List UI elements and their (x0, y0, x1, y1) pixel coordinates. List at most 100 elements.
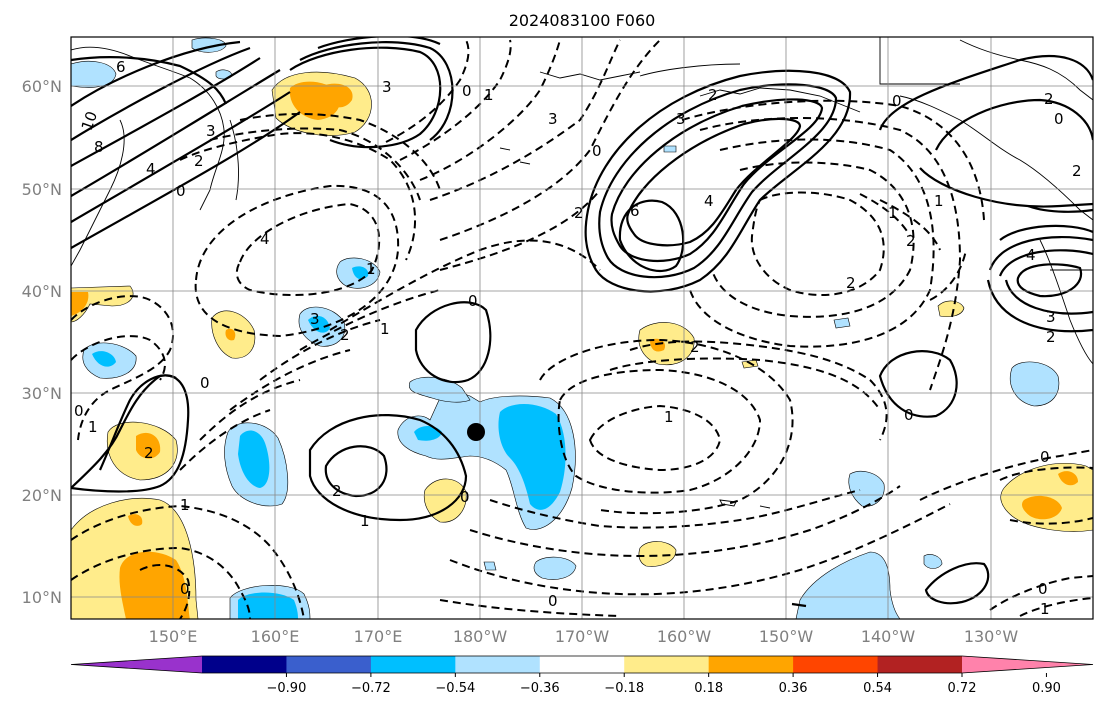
contour-labels: 6 10 8 4 3 0 2 4 3 0 1 3 0 2 6 4 1 2 2 0… (74, 58, 1082, 530)
colorbar-tick-label: −0.90 (267, 681, 307, 696)
colorbar-segment (877, 656, 963, 673)
contour-label: 3 (382, 78, 392, 96)
lat-label: 30°N (22, 384, 62, 403)
contour-label: 4 (704, 192, 714, 210)
contour-label: 0 (74, 402, 84, 420)
storm-center-marker (467, 423, 485, 441)
contour-label: 1 (664, 408, 674, 426)
contour-label: 1 (934, 192, 944, 210)
colorbar-tick-label: 0.90 (1032, 681, 1061, 696)
contour-label: 6 (630, 202, 640, 220)
lon-label: 130°W (964, 627, 1019, 646)
colorbar-tick-label: 0.36 (779, 681, 808, 696)
colorbar-segment (539, 656, 625, 673)
colorbar-outline (70, 655, 1094, 674)
colorbar-tick-label: 0.18 (694, 681, 723, 696)
lon-label: 150°E (149, 627, 198, 646)
lon-label: 150°W (759, 627, 814, 646)
contour-label: 2 (906, 232, 916, 250)
contour-label: 3 (1046, 308, 1056, 326)
lon-label: 160°W (657, 627, 712, 646)
contour-label: 4 (260, 230, 270, 248)
contour-label: 0 (462, 82, 472, 100)
contour-label: 0 (200, 374, 210, 392)
colorbar-segment (202, 656, 287, 673)
contour-label: 2 (574, 204, 584, 222)
contour-label: 0 (548, 592, 558, 610)
contour-label: 2 (144, 444, 154, 462)
contour-label: 1 (366, 260, 376, 278)
contour-label: 0 (468, 292, 478, 310)
colorbar-segment (708, 656, 794, 673)
contour-label: 1 (360, 512, 370, 530)
lat-label: 20°N (22, 486, 62, 505)
map-title: 2024083100 F060 (509, 11, 656, 30)
contour-label: 2 (340, 326, 350, 344)
colorbar-extend-low (71, 656, 202, 673)
contour-label: 3 (548, 110, 558, 128)
latitude-labels: 60°N 50°N 40°N 30°N 20°N 10°N (22, 77, 62, 607)
contour-label: 0 (592, 142, 602, 160)
colorbar-tick-label: −0.36 (520, 681, 560, 696)
contour-label: 0 (904, 406, 914, 424)
contour-label: 0 (460, 488, 470, 506)
contour-label: 6 (116, 58, 126, 76)
contour-label: 2 (332, 482, 342, 500)
strong-positive-anomaly-shading (71, 81, 1078, 619)
lat-label: 60°N (22, 77, 62, 96)
contour-label: 0 (176, 182, 186, 200)
map-frame (70, 36, 1094, 620)
lon-label: 180°W (453, 627, 508, 646)
lat-label: 10°N (22, 588, 62, 607)
colorbar-segment (286, 656, 372, 673)
contour-label: 2 (1046, 328, 1056, 346)
lat-label: 40°N (22, 282, 62, 301)
contour-label: 3 (676, 110, 686, 128)
colorbar-segment (455, 656, 541, 673)
contour-label: 1 (88, 418, 98, 436)
colorbar-tick-label: −0.54 (435, 681, 475, 696)
contour-label: 0 (1038, 580, 1048, 598)
contour-label: 4 (1026, 246, 1036, 264)
colorbar-segment (624, 656, 710, 673)
colorbar-tick-label: 0.72 (948, 681, 977, 696)
lon-label: 160°E (251, 627, 300, 646)
contour-label: 2 (194, 152, 204, 170)
strong-negative-anomaly-shading (92, 266, 566, 619)
colorbar-tick-label: −0.72 (351, 681, 391, 696)
contour-label: 1 (484, 86, 494, 104)
contour-label: 2 (846, 274, 856, 292)
contour-label: 0 (1054, 110, 1064, 128)
lon-label: 170°W (555, 627, 610, 646)
lon-label: 140°W (861, 627, 916, 646)
colorbar-tick-label: 0.54 (863, 681, 892, 696)
contour-label: 1 (1040, 600, 1050, 618)
contour-label: 1 (888, 204, 898, 222)
contour-label: 0 (892, 92, 902, 110)
coastlines (71, 37, 1093, 509)
colorbar-segment (370, 656, 456, 673)
colorbar: −0.90 −0.72 −0.54 −0.36 −0.18 0.18 0.36 0.54 0.7… (70, 655, 1094, 696)
lon-label: 170°E (354, 627, 403, 646)
contour-label: 3 (206, 122, 216, 140)
contour-label: 2 (708, 86, 718, 104)
contour-label: 3 (310, 310, 320, 328)
contour-label: 10 (78, 109, 101, 133)
contour-label: 2 (690, 338, 700, 356)
contour-label: 2 (1072, 162, 1082, 180)
lat-label: 50°N (22, 180, 62, 199)
solid-contours (71, 37, 1093, 608)
graticule (71, 37, 1093, 619)
contour-label: 0 (1040, 448, 1050, 466)
colorbar-extend-high (962, 656, 1093, 673)
contour-label: 1 (180, 496, 190, 514)
colorbar-tick-label: −0.18 (604, 681, 644, 696)
dashed-contours (71, 39, 1093, 619)
contour-label: 4 (146, 160, 156, 178)
contour-label: 0 (180, 580, 190, 598)
contour-label: 1 (380, 320, 390, 338)
contour-label: 2 (1044, 90, 1054, 108)
longitude-labels: 150°E 160°E 170°E 180°W 170°W 160°W 150°… (149, 627, 1019, 646)
contour-labels-extra: 2 2 3 1 0 0 0 1 1 2 3 (144, 86, 1050, 618)
